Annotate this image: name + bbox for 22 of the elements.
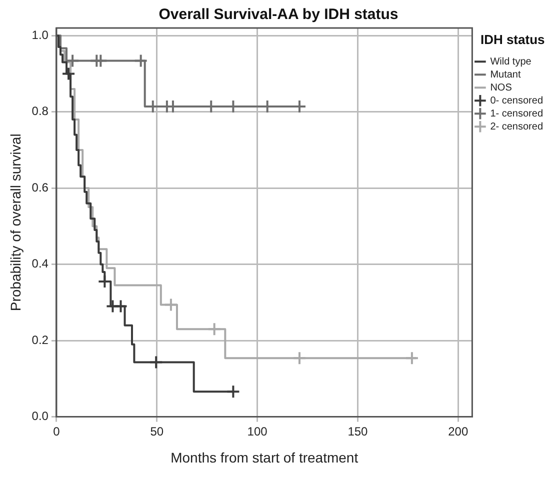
chart-title: Overall Survival-AA by IDH status <box>158 6 398 24</box>
legend-label: Mutant <box>490 69 521 80</box>
y-tick-label: 0.4 <box>32 256 49 271</box>
x-tick-label: 0 <box>53 424 60 438</box>
x-tick-label: 50 <box>150 424 164 438</box>
x-tick-label: 200 <box>448 424 468 438</box>
y-tick-label: 0.6 <box>32 180 49 194</box>
point <box>62 66 76 81</box>
legend-label: 2- censored <box>490 121 544 132</box>
legend-label: Wild type <box>490 56 532 68</box>
legend-title: IDH status <box>480 32 545 48</box>
x-axis-title: Months from start of treatment <box>170 449 358 466</box>
legend-label: 0- censored <box>490 95 544 106</box>
y-axis-title: Probability of overall survival <box>7 134 24 312</box>
y-tick-label: 0.8 <box>32 104 49 118</box>
legend-label: 1- censored <box>490 108 544 120</box>
legend-label: NOS <box>490 82 512 94</box>
y-tick-label: 0.2 <box>32 332 49 347</box>
y-tick-label: 0.0 <box>32 409 49 424</box>
y-tick-label: 1.0 <box>32 28 49 42</box>
x-tick-label: 150 <box>348 424 368 438</box>
x-tick-label: 100 <box>247 424 268 438</box>
